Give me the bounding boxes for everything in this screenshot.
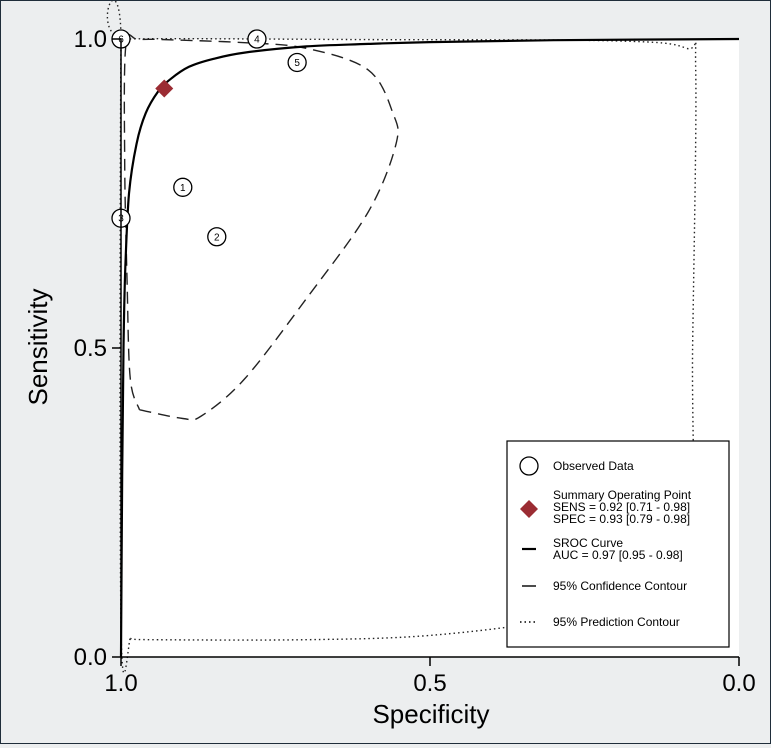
observed-point-5 — [287, 52, 307, 73]
legend-text-sroc: AUC = 0.97 [0.95 - 0.98] — [553, 548, 683, 562]
legend: Observed Data Summary Operating PointSENS… — [506, 440, 730, 648]
legend-observed-symbol — [519, 456, 539, 476]
legend-summary-symbol — [520, 500, 538, 518]
x-tick-label: 1.0 — [104, 670, 137, 697]
observed-point-label-5: 5 — [294, 58, 300, 69]
legend-text-summary: Summary Operating Point — [553, 488, 692, 502]
observed-point-label-4: 4 — [254, 35, 260, 46]
y-tick-label: 1.0 — [74, 26, 107, 53]
x-tick-label: 0.0 — [722, 670, 755, 697]
x-axis-label: Specificity — [372, 699, 489, 729]
legend-text-prediction: 95% Prediction Contour — [553, 615, 680, 629]
x-tick-label: 0.5 — [413, 670, 446, 697]
legend-text-summary: SENS = 0.92 [0.71 - 0.98] — [553, 500, 690, 514]
y-tick-label: 0.5 — [74, 335, 107, 362]
observed-point-2 — [207, 227, 227, 247]
observed-point-label-1: 1 — [180, 183, 186, 194]
y-axis-label: Sensitivity — [23, 288, 53, 405]
legend-text-observed: Observed Data — [553, 459, 634, 473]
observed-point-1 — [173, 177, 193, 197]
sroc-curve — [119, 37, 740, 658]
confidence-contour — [123, 33, 399, 421]
legend-text-confidence: 95% Confidence Contour — [553, 579, 687, 593]
plot-area: 123456 — [106, 0, 740, 674]
legend-box — [506, 440, 730, 648]
observed-point-4 — [247, 29, 267, 49]
observed-point-label-2: 2 — [214, 232, 220, 243]
legend-text-sroc: SROC Curve — [553, 536, 623, 550]
y-tick-label: 0.0 — [74, 644, 107, 671]
summary-operating-point — [155, 79, 174, 98]
legend-text-summary: SPEC = 0.93 [0.79 - 0.98] — [553, 512, 690, 526]
axes: 1.0 0.5 0.0 0.0 0.5 1.0 — [74, 26, 756, 697]
